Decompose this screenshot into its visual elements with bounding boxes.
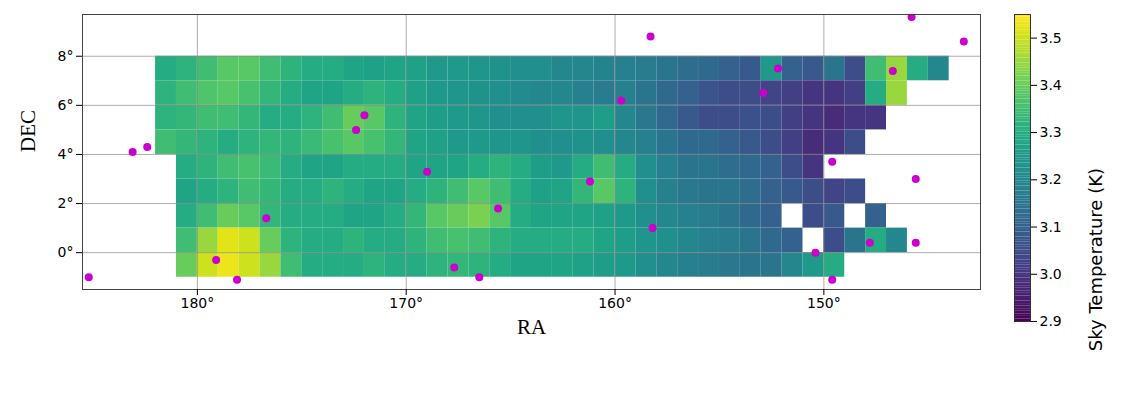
svg-text:Sky Temperature (K): Sky Temperature (K) <box>1085 168 1106 351</box>
svg-text:DEC: DEC <box>16 110 40 152</box>
svg-text:170°: 170° <box>389 295 423 311</box>
svg-text:3.1: 3.1 <box>1040 219 1062 235</box>
svg-text:0°: 0° <box>58 244 74 260</box>
svg-text:8°: 8° <box>58 48 74 64</box>
svg-text:RA: RA <box>517 315 547 339</box>
svg-text:150°: 150° <box>807 295 841 311</box>
svg-text:3.5: 3.5 <box>1040 30 1062 46</box>
svg-text:3.3: 3.3 <box>1040 124 1062 140</box>
svg-text:160°: 160° <box>598 295 632 311</box>
svg-text:2.9: 2.9 <box>1040 313 1062 329</box>
svg-text:3.2: 3.2 <box>1040 171 1062 187</box>
svg-text:3.0: 3.0 <box>1040 266 1062 282</box>
svg-text:180°: 180° <box>180 295 214 311</box>
svg-text:6°: 6° <box>58 97 74 113</box>
svg-text:3.4: 3.4 <box>1040 77 1062 93</box>
svg-text:2°: 2° <box>58 195 74 211</box>
svg-text:4°: 4° <box>58 146 74 162</box>
